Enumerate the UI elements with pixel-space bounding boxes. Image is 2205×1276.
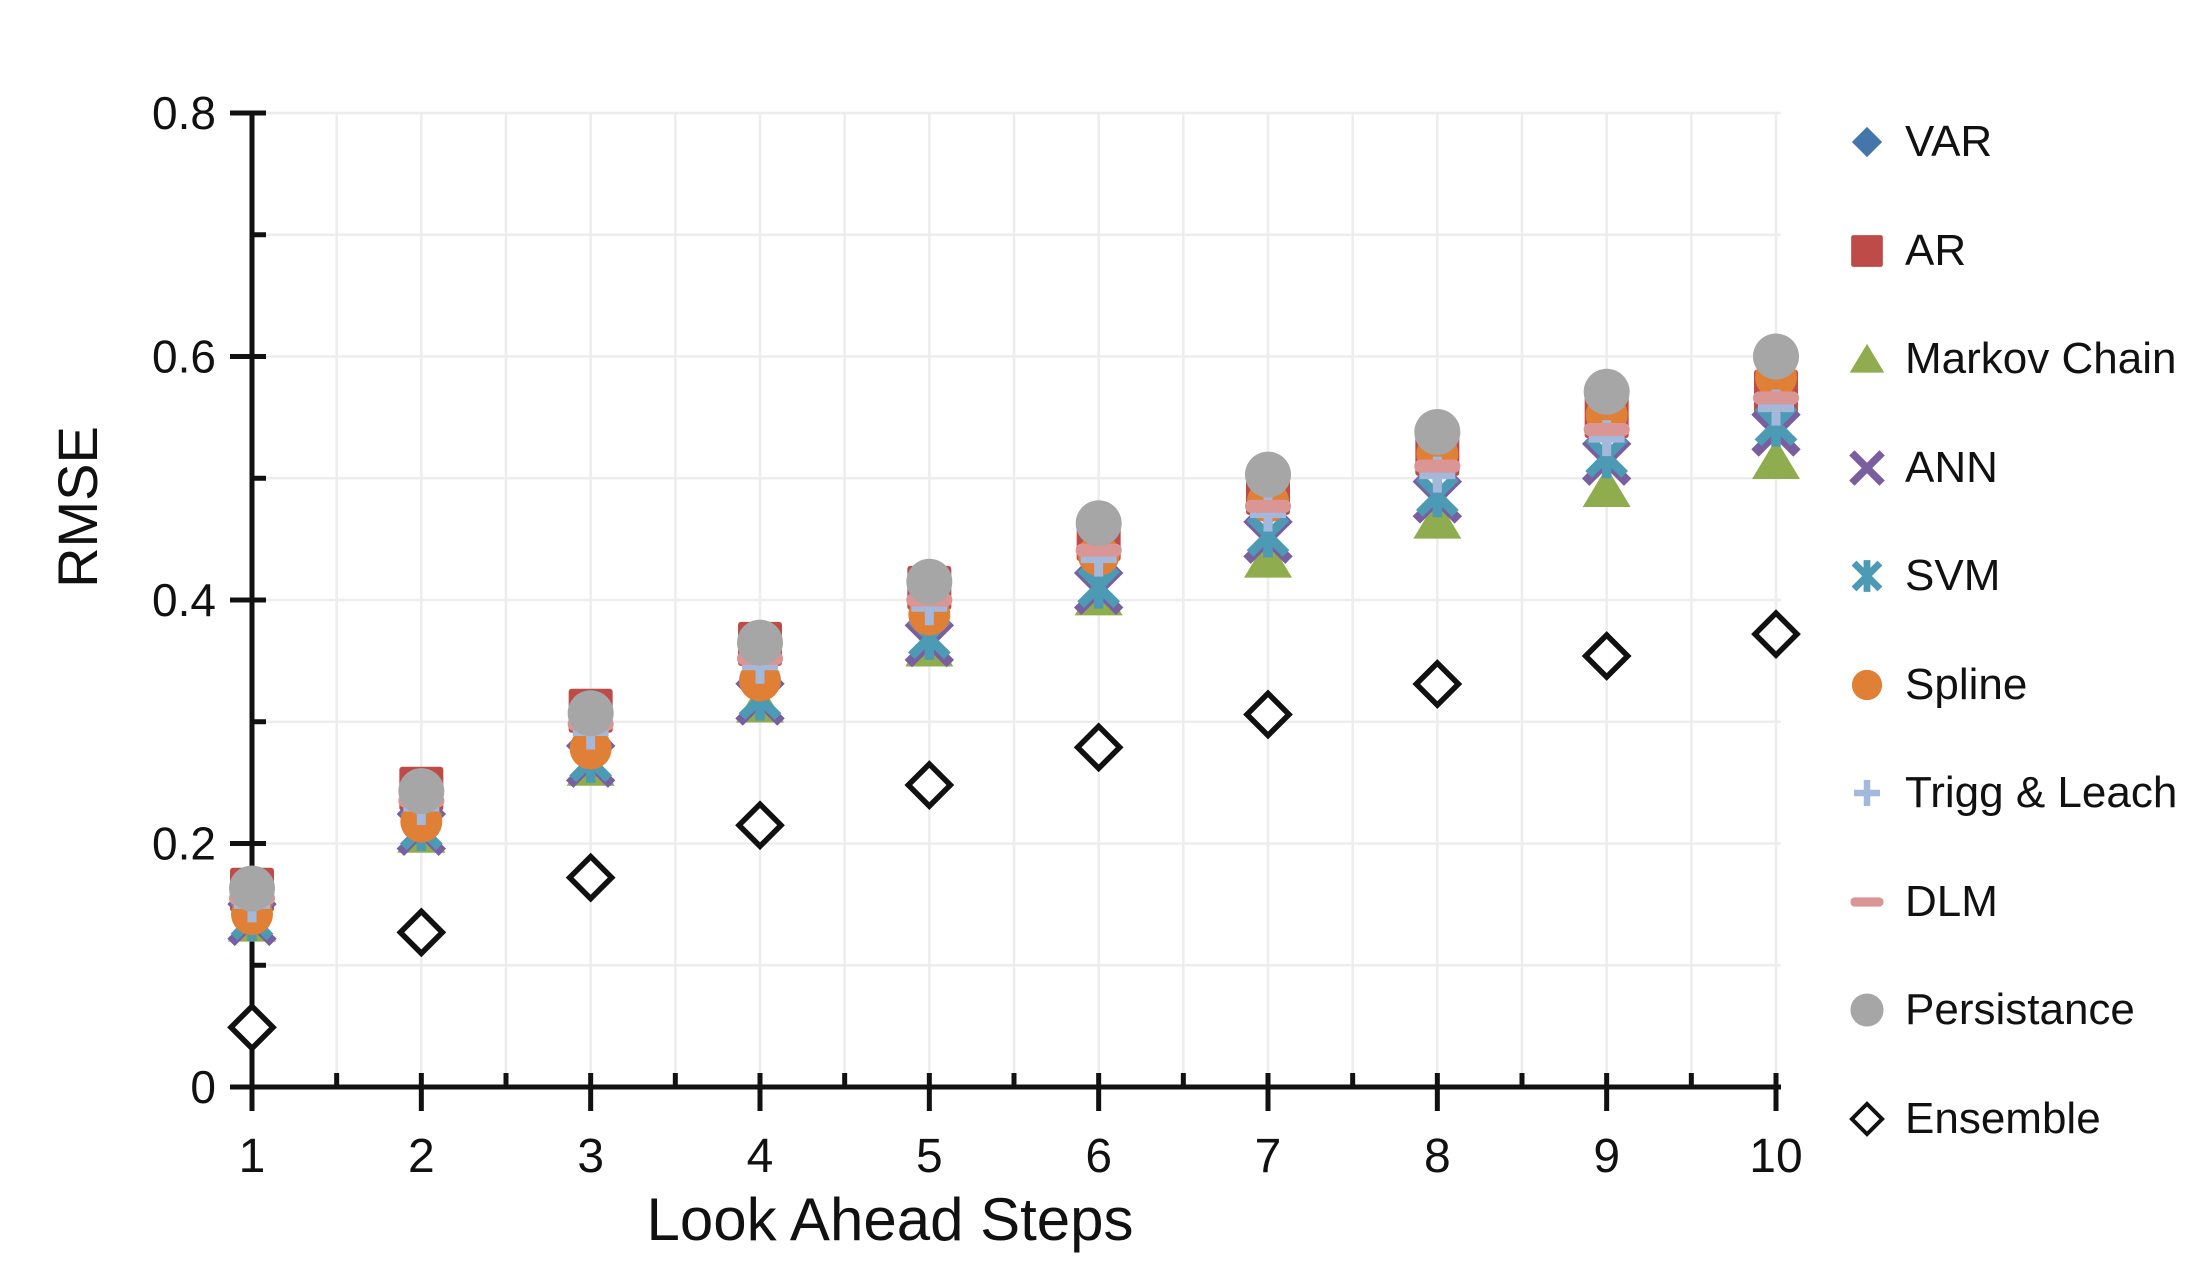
x-tick-label: 2 bbox=[408, 1130, 435, 1183]
ensemble-marker-icon bbox=[1843, 1095, 1891, 1143]
y-tick-label: 0.2 bbox=[152, 818, 216, 870]
legend-label: DLM bbox=[1905, 876, 1998, 926]
trigg-leach-marker-icon bbox=[1843, 769, 1891, 817]
dlm-marker-icon bbox=[1843, 878, 1891, 926]
spline-marker-icon bbox=[1843, 661, 1891, 709]
x-tick-label: 4 bbox=[747, 1130, 774, 1183]
legend-item-persistance: Persistance bbox=[1843, 956, 2203, 1065]
ann-marker-icon bbox=[1843, 444, 1891, 492]
y-tick-label: 0.8 bbox=[152, 87, 216, 139]
markov-chain-marker-icon bbox=[1843, 335, 1891, 383]
x-tick-label: 10 bbox=[1749, 1130, 1802, 1183]
legend-item-ensemble: Ensemble bbox=[1843, 1065, 2203, 1174]
gridlines bbox=[252, 111, 1781, 1087]
x-tick-label: 7 bbox=[1255, 1130, 1282, 1183]
legend-label: SVM bbox=[1905, 551, 2001, 601]
series-persistance bbox=[229, 333, 1799, 912]
persistance-marker-icon bbox=[1843, 986, 1891, 1034]
legend-label: VAR bbox=[1905, 117, 1993, 167]
legend-label: Ensemble bbox=[1905, 1093, 2101, 1143]
y-tick-label: 0.6 bbox=[152, 331, 216, 383]
legend-label: ANN bbox=[1905, 442, 1998, 492]
y-tick-label: 0 bbox=[190, 1061, 216, 1113]
y-tick-label: 0.4 bbox=[152, 574, 216, 626]
legend-label: Trigg & Leach bbox=[1905, 768, 2178, 818]
legend-item-ar: AR bbox=[1843, 197, 2203, 306]
legend-item-ann: ANN bbox=[1843, 414, 2203, 523]
x-tick-label: 1 bbox=[239, 1130, 266, 1183]
svm-marker-icon bbox=[1843, 552, 1891, 600]
legend-item-markov-chain: Markov Chain bbox=[1843, 305, 2203, 414]
legend: VAR AR Markov Chain ANN SVM Spline Trigg & Lea… bbox=[1843, 88, 2203, 1173]
ar-marker-icon bbox=[1843, 227, 1891, 275]
legend-label: AR bbox=[1905, 225, 1967, 275]
legend-label: Spline bbox=[1905, 659, 2028, 709]
y-axis-title: RMSE bbox=[46, 426, 109, 588]
legend-item-svm: SVM bbox=[1843, 522, 2203, 631]
axes bbox=[230, 110, 1781, 1111]
legend-item-var: VAR bbox=[1843, 88, 2203, 197]
legend-label: Markov Chain bbox=[1905, 334, 2177, 384]
legend-item-dlm: DLM bbox=[1843, 848, 2203, 957]
legend-item-spline: Spline bbox=[1843, 631, 2203, 740]
legend-label: Persistance bbox=[1905, 985, 2135, 1035]
x-tick-label: 5 bbox=[916, 1130, 943, 1183]
legend-item-trigg-leach: Trigg & Leach bbox=[1843, 739, 2203, 848]
x-axis-title: Look Ahead Steps bbox=[646, 1186, 1134, 1253]
var-marker-icon bbox=[1843, 118, 1891, 166]
x-tick-label: 8 bbox=[1424, 1130, 1451, 1183]
x-tick-label: 6 bbox=[1085, 1130, 1112, 1183]
x-tick-label: 9 bbox=[1593, 1130, 1620, 1183]
x-tick-label: 3 bbox=[577, 1130, 604, 1183]
series-ensemble bbox=[227, 609, 1801, 1053]
